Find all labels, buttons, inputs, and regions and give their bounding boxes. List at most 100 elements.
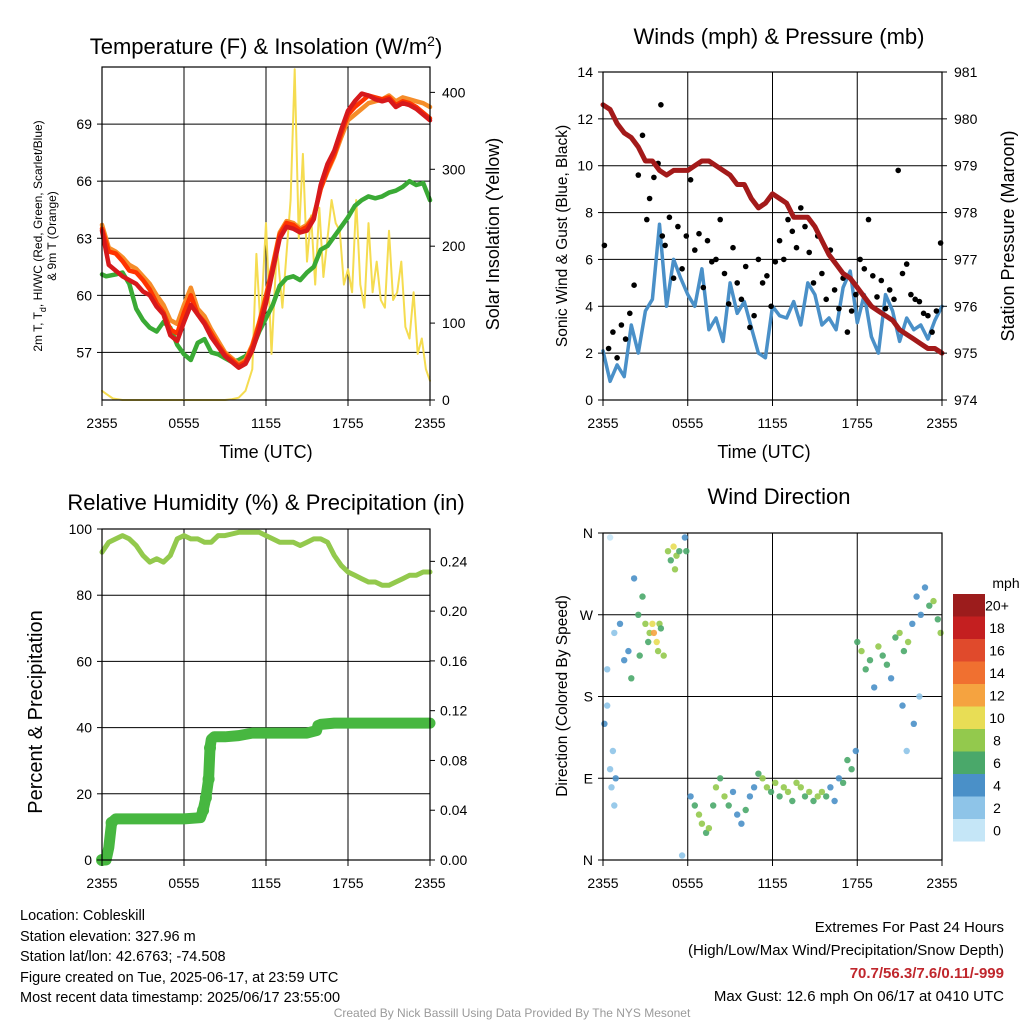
wind-direction-point bbox=[823, 793, 830, 800]
wind-direction-point bbox=[810, 797, 817, 805]
wind-direction-point bbox=[814, 793, 821, 800]
humidity-precipitation-panel: 2355 0555 1155 1755 2355 0 20 40 60 80 100 0.00 0.04… bbox=[25, 490, 467, 891]
wind-direction-point bbox=[793, 779, 800, 786]
wind-direction-point bbox=[755, 770, 762, 777]
gust-point bbox=[618, 322, 625, 328]
y-tick-label: 14 bbox=[577, 64, 593, 80]
wind-direction-point bbox=[649, 620, 656, 627]
gust-point bbox=[836, 305, 842, 312]
wind-direction-point bbox=[848, 766, 855, 773]
gust-point bbox=[908, 291, 914, 298]
gust-point bbox=[651, 174, 657, 181]
y2-tick-label: 977 bbox=[954, 251, 978, 267]
gust-point bbox=[891, 296, 897, 303]
wind-direction-point bbox=[712, 784, 720, 791]
x-tick-label: 2355 bbox=[587, 875, 618, 891]
y2-tick-label: 200 bbox=[442, 238, 466, 254]
x-tick-label: 1155 bbox=[251, 875, 281, 891]
title-close: ) bbox=[435, 34, 442, 59]
wind-direction-point bbox=[866, 657, 874, 664]
wind-direction-point bbox=[691, 802, 698, 809]
precipitation-point bbox=[199, 791, 212, 804]
wind-direction-point bbox=[635, 611, 642, 618]
station-location: Location: Cobleskill bbox=[20, 908, 145, 924]
wind-direction-point bbox=[645, 638, 652, 646]
y-tick-label: N bbox=[583, 525, 593, 541]
gust-point bbox=[933, 308, 940, 314]
gust-point bbox=[806, 249, 812, 256]
x-tick-label: 0555 bbox=[168, 415, 199, 431]
wind-direction-point bbox=[601, 720, 608, 727]
x-tick-label: 2355 bbox=[926, 415, 957, 431]
colorbar-swatch bbox=[953, 774, 985, 797]
gust-point bbox=[823, 296, 829, 303]
wind-direction-point bbox=[839, 779, 847, 786]
wind-direction-point bbox=[904, 638, 912, 646]
wind-direction-point bbox=[639, 593, 646, 600]
colorbar-label: 16 bbox=[989, 642, 1005, 658]
colorbar-label: 18 bbox=[989, 620, 1005, 636]
y2-tick-label: 976 bbox=[954, 298, 978, 314]
gust-point bbox=[639, 132, 646, 139]
extremes-title: Extremes For Past 24 Hours bbox=[814, 919, 1004, 936]
y2-tick-label: 300 bbox=[442, 161, 466, 177]
y2-tick-label: 975 bbox=[954, 345, 978, 361]
x-tick-label: 0555 bbox=[672, 875, 703, 891]
gust-point bbox=[730, 244, 736, 251]
gust-point bbox=[635, 172, 642, 178]
y-axis-label: Direction (Colored By Speed) bbox=[554, 595, 571, 797]
dewpoint-line bbox=[99, 178, 433, 365]
gust-point bbox=[742, 263, 749, 270]
gust-point bbox=[886, 287, 893, 293]
gust-point bbox=[622, 336, 629, 342]
wind-direction-point bbox=[926, 602, 933, 609]
extremes-values: 70.7/56.3/7.6/0.11/-999 bbox=[849, 965, 1004, 982]
y2-tick-label: 0.08 bbox=[440, 752, 467, 768]
extremes-subtitle: (High/Low/Max Wind/Precipitation/Snow De… bbox=[688, 942, 1004, 959]
y2-tick-label: 0 bbox=[442, 392, 450, 408]
gust-point bbox=[610, 329, 616, 335]
y-axis-label: Sonic Wind & Gust (Blue, Black) bbox=[554, 125, 571, 347]
wind-direction-point bbox=[738, 820, 745, 827]
x-tick-label: 1155 bbox=[757, 875, 787, 891]
wind-direction-point bbox=[750, 784, 758, 791]
precipitation-point bbox=[202, 773, 215, 786]
wind-direction-point bbox=[871, 684, 878, 691]
wind-direction-point bbox=[608, 784, 615, 791]
y-tick-label: 69 bbox=[76, 116, 92, 132]
wind-direction-point bbox=[887, 675, 895, 682]
gust-point bbox=[755, 256, 762, 263]
colorbar-label: 2 bbox=[993, 800, 1001, 816]
x-tick-label: 1155 bbox=[757, 415, 787, 431]
wind-direction-point bbox=[660, 652, 667, 659]
y-tick-label: 100 bbox=[69, 521, 93, 537]
wind-direction-point bbox=[729, 788, 737, 796]
axes: 2355 0555 1155 1755 2355 N E S W N Wind Direction D… bbox=[554, 484, 1020, 891]
wind-direction-panel: 2355 0555 1155 1755 2355 N E S W N Wind Direction D… bbox=[554, 484, 1020, 891]
plot-area bbox=[99, 68, 433, 401]
grid-lines bbox=[603, 72, 942, 400]
y2-tick-label: 981 bbox=[954, 64, 978, 80]
chart-title: Winds (mph) & Pressure (mb) bbox=[634, 24, 925, 49]
wind-direction-point bbox=[937, 629, 944, 637]
wind-direction-point bbox=[625, 647, 632, 655]
wind-direction-point bbox=[818, 788, 826, 796]
x-tick-label: 2355 bbox=[414, 875, 445, 891]
plot-area bbox=[96, 529, 436, 866]
y-tick-label: 12 bbox=[577, 111, 593, 127]
y-tick-label: 0 bbox=[585, 392, 593, 408]
gust-point bbox=[759, 280, 766, 286]
gust-point bbox=[899, 270, 906, 277]
gust-point bbox=[916, 298, 923, 305]
x-tick-label: 2355 bbox=[86, 875, 117, 891]
gust-point bbox=[683, 233, 690, 239]
x-tick-label: 1755 bbox=[332, 415, 363, 431]
y-axis-label-line2: & 9m T (Orange) bbox=[45, 191, 59, 281]
y-tick-label: 63 bbox=[76, 230, 92, 246]
chart-title: Relative Humidity (%) & Precipitation (i… bbox=[67, 490, 464, 515]
wind-direction-point bbox=[734, 811, 741, 818]
title-superscript: 2 bbox=[427, 33, 435, 49]
wind-direction-point bbox=[676, 548, 683, 555]
colorbar-swatch bbox=[953, 616, 985, 639]
colorbar-swatch bbox=[953, 661, 985, 684]
